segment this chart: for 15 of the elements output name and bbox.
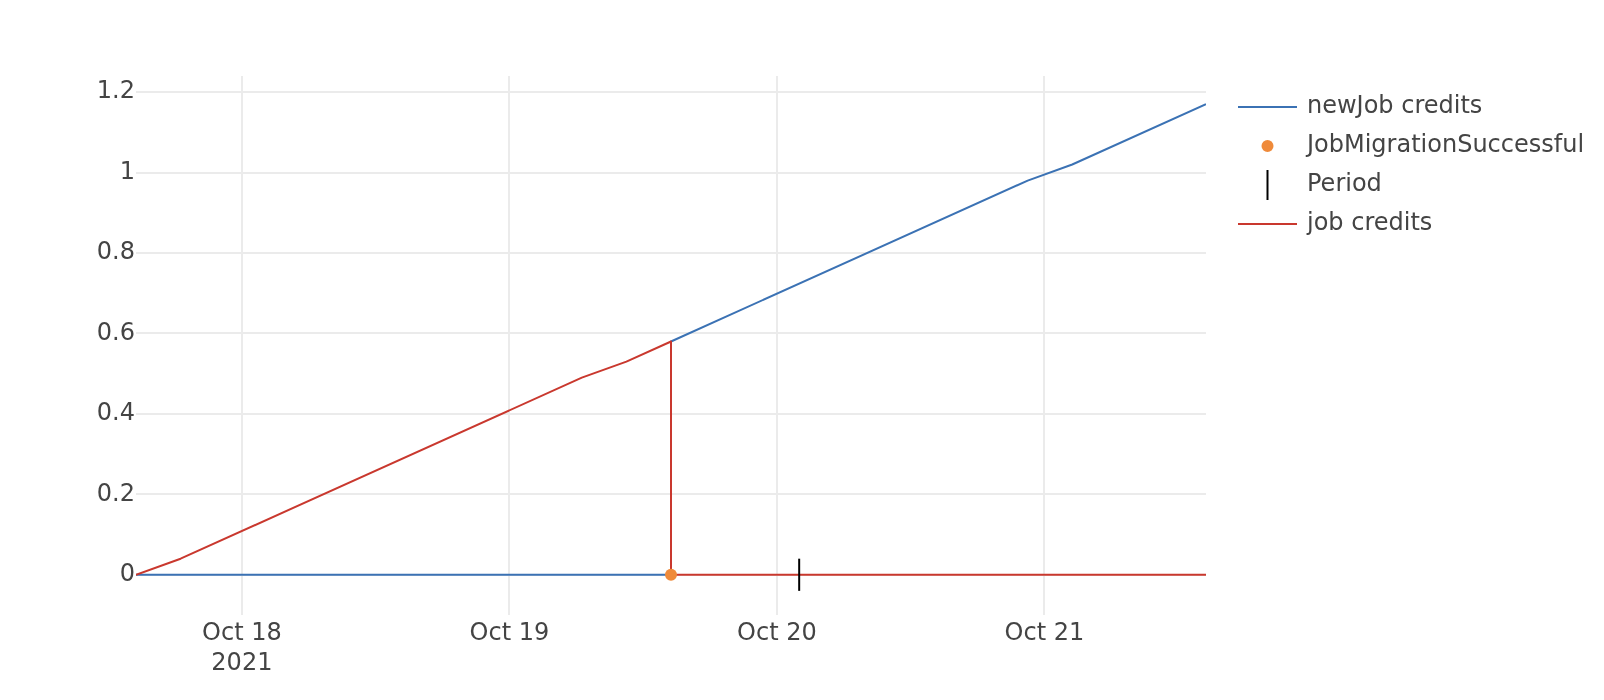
x-tick-label: Oct 19 xyxy=(469,618,550,647)
y-tick-label: 1.2 xyxy=(96,76,135,105)
y-tick-label: 0.2 xyxy=(96,478,135,507)
y-tick-label: 0 xyxy=(119,559,135,588)
x-tick-label: Oct 18 2021 xyxy=(202,618,282,677)
legend-label: Period xyxy=(1307,169,1382,198)
y-tick-label: 0.4 xyxy=(96,398,135,427)
y-tick-label: 1 xyxy=(119,156,135,185)
x-tick-label: Oct 21 xyxy=(1004,618,1085,647)
y-tick-label: 0.6 xyxy=(96,317,135,346)
legend-label: JobMigrationSuccessful xyxy=(1305,130,1585,159)
x-tick-label: Oct 20 xyxy=(737,618,817,647)
legend-label: newJob credits xyxy=(1307,91,1483,120)
y-tick-label: 0.8 xyxy=(96,237,135,266)
legend-label: job credits xyxy=(1306,208,1433,237)
